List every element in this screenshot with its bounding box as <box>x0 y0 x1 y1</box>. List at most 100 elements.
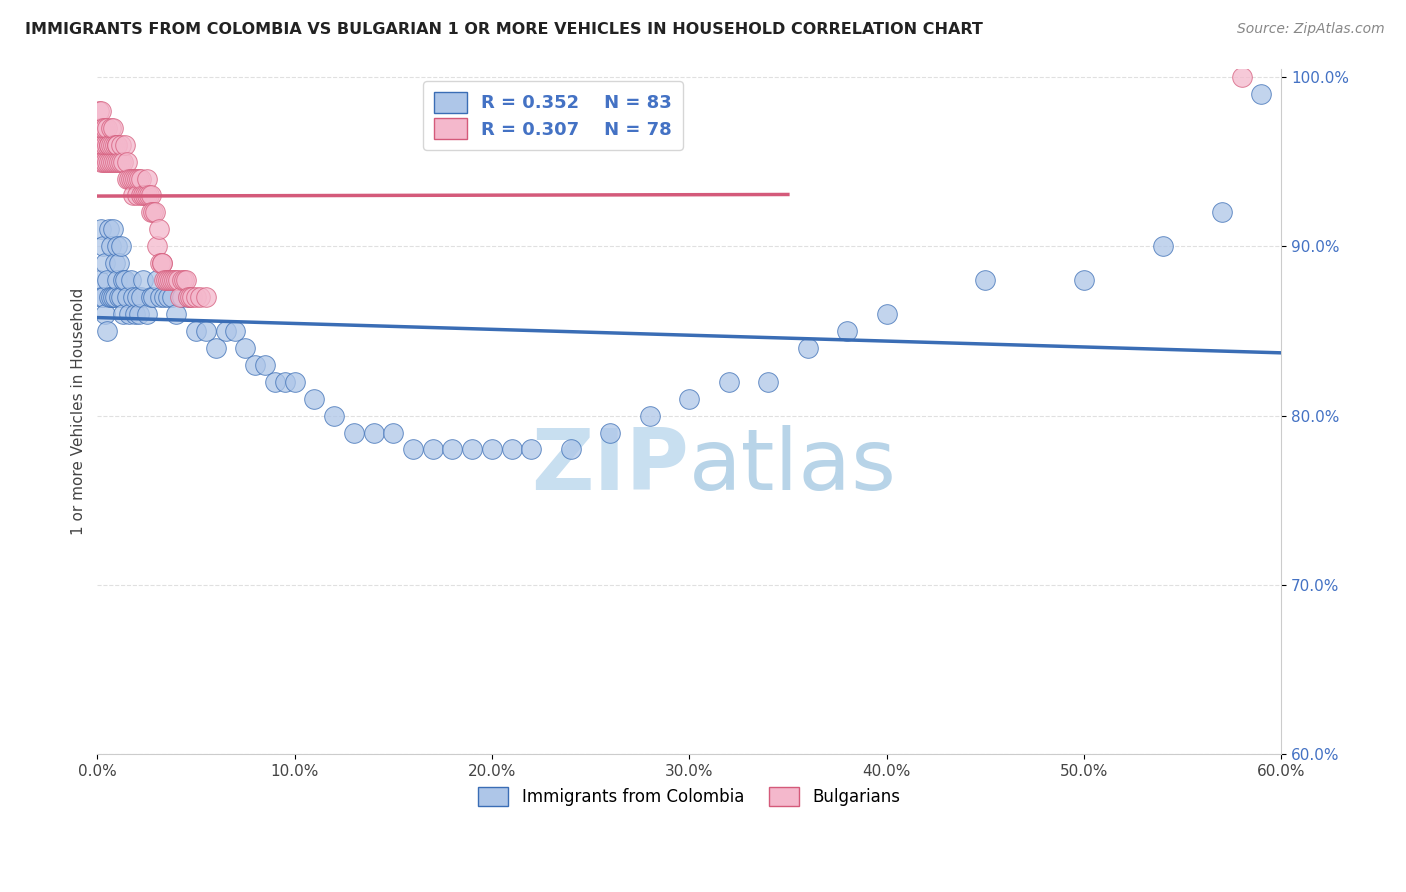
Point <box>343 425 366 440</box>
Point <box>501 442 523 457</box>
Point <box>90 103 112 118</box>
Point <box>174 273 197 287</box>
Point <box>94 256 117 270</box>
Point <box>204 341 226 355</box>
Point <box>149 290 172 304</box>
Point <box>121 188 143 202</box>
Point <box>98 137 121 152</box>
Point <box>118 307 141 321</box>
Point <box>111 307 134 321</box>
Point <box>142 290 165 304</box>
Point <box>110 137 132 152</box>
Point <box>105 273 128 287</box>
Point <box>115 154 138 169</box>
Point <box>363 425 385 440</box>
Point <box>181 290 204 304</box>
Point <box>835 324 858 338</box>
Point <box>111 154 134 169</box>
Point <box>129 171 152 186</box>
Point <box>96 324 118 338</box>
Point <box>101 120 124 135</box>
Point <box>89 137 111 152</box>
Point <box>100 290 122 304</box>
Point <box>114 273 136 287</box>
Point <box>135 188 157 202</box>
Point <box>678 392 700 406</box>
Point <box>1250 87 1272 101</box>
Point <box>90 120 112 135</box>
Point <box>796 341 818 355</box>
Point <box>254 358 277 372</box>
Point <box>481 442 503 457</box>
Text: IMMIGRANTS FROM COLOMBIA VS BULGARIAN 1 OR MORE VEHICLES IN HOUSEHOLD CORRELATIO: IMMIGRANTS FROM COLOMBIA VS BULGARIAN 1 … <box>25 22 983 37</box>
Point <box>138 188 160 202</box>
Text: ZIP: ZIP <box>531 425 689 508</box>
Point <box>149 256 172 270</box>
Point <box>162 290 184 304</box>
Point <box>121 290 143 304</box>
Point <box>121 171 143 186</box>
Y-axis label: 1 or more Vehicles in Household: 1 or more Vehicles in Household <box>72 288 86 535</box>
Point <box>125 171 148 186</box>
Point <box>91 120 114 135</box>
Point <box>128 307 150 321</box>
Point <box>152 256 174 270</box>
Point <box>1230 70 1253 84</box>
Point <box>177 290 200 304</box>
Point <box>153 290 176 304</box>
Point <box>90 222 112 236</box>
Point <box>139 290 162 304</box>
Point <box>142 205 165 219</box>
Point <box>194 324 217 338</box>
Point <box>876 307 898 321</box>
Point <box>108 290 131 304</box>
Point <box>135 307 157 321</box>
Text: atlas: atlas <box>689 425 897 508</box>
Point <box>461 442 484 457</box>
Point <box>402 442 425 457</box>
Point <box>172 273 194 287</box>
Point <box>100 239 122 253</box>
Point <box>243 358 266 372</box>
Point <box>98 290 121 304</box>
Point <box>100 154 122 169</box>
Point <box>91 154 114 169</box>
Point <box>105 137 128 152</box>
Point <box>264 375 287 389</box>
Point <box>108 256 131 270</box>
Point <box>89 273 111 287</box>
Point <box>1211 205 1233 219</box>
Point <box>132 188 155 202</box>
Point <box>111 273 134 287</box>
Point <box>101 137 124 152</box>
Point <box>114 137 136 152</box>
Point <box>129 188 152 202</box>
Point <box>94 137 117 152</box>
Point <box>105 137 128 152</box>
Point <box>145 273 167 287</box>
Point <box>110 290 132 304</box>
Point <box>104 256 127 270</box>
Point <box>125 188 148 202</box>
Point <box>323 409 346 423</box>
Point <box>274 375 297 389</box>
Point <box>163 273 186 287</box>
Point <box>172 290 194 304</box>
Point <box>105 154 128 169</box>
Point <box>96 137 118 152</box>
Point <box>134 188 156 202</box>
Point <box>145 239 167 253</box>
Text: Source: ZipAtlas.com: Source: ZipAtlas.com <box>1237 22 1385 37</box>
Point <box>135 171 157 186</box>
Point <box>169 290 191 304</box>
Point <box>128 171 150 186</box>
Point <box>100 137 122 152</box>
Point <box>177 290 200 304</box>
Point <box>139 188 162 202</box>
Point <box>1073 273 1095 287</box>
Point <box>167 273 190 287</box>
Point <box>155 273 177 287</box>
Point <box>560 442 582 457</box>
Point <box>115 171 138 186</box>
Point <box>90 290 112 304</box>
